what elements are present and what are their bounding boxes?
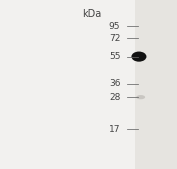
Text: 72: 72	[109, 33, 120, 43]
Ellipse shape	[136, 95, 145, 99]
Text: 36: 36	[109, 79, 120, 88]
Text: 95: 95	[109, 22, 120, 31]
Text: kDa: kDa	[82, 9, 102, 19]
Text: 17: 17	[109, 125, 120, 134]
Ellipse shape	[131, 52, 147, 62]
Text: 28: 28	[109, 93, 120, 102]
Text: 55: 55	[109, 52, 120, 61]
Bar	[135, 0, 177, 169]
